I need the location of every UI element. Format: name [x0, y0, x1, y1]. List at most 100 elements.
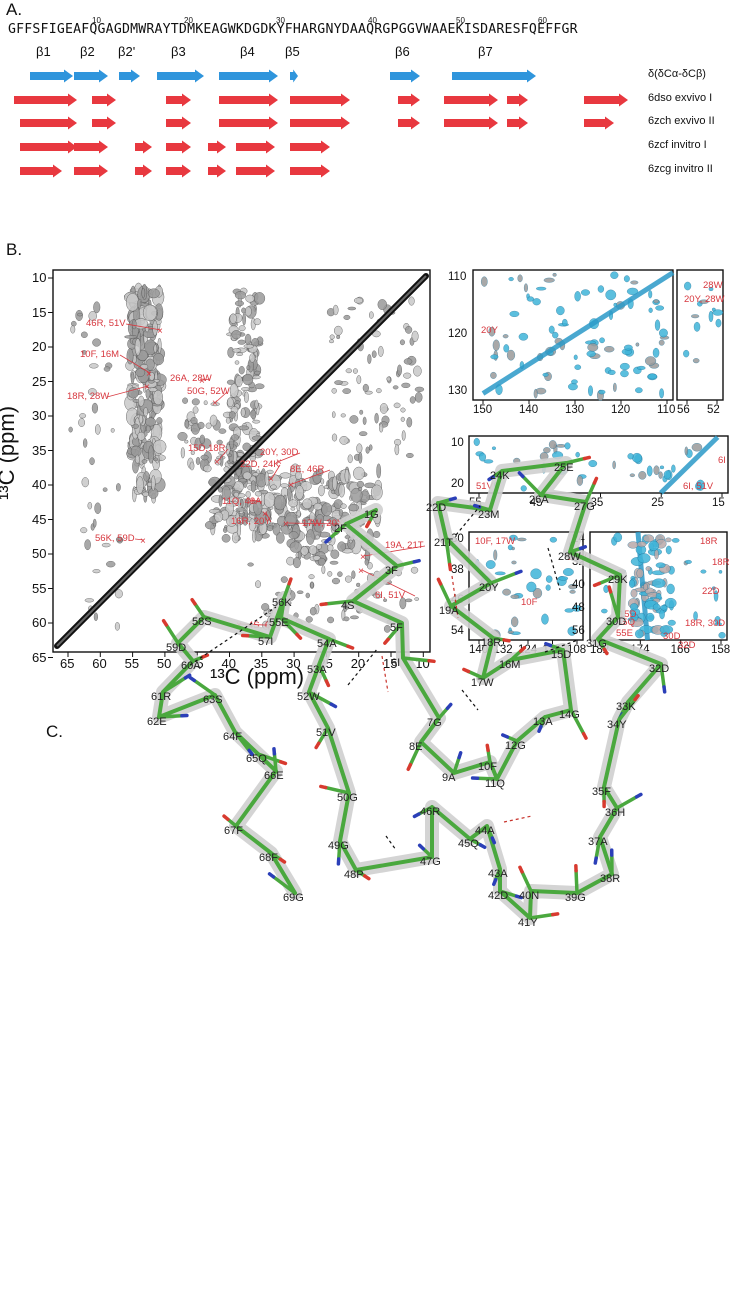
residue-label: 69G	[283, 892, 304, 904]
contour-peak	[103, 366, 111, 372]
contour-peak	[348, 539, 353, 544]
inset-y-tick-label: 10	[451, 437, 464, 449]
contour-peak	[229, 383, 239, 398]
contour-peak	[300, 546, 309, 556]
contour-peak	[331, 433, 338, 442]
inset-peak	[636, 568, 644, 579]
peak-cross: ×	[140, 536, 146, 547]
contour-peak	[79, 413, 87, 419]
side-chain	[324, 599, 355, 606]
contour-peak	[338, 483, 345, 498]
contour-peak	[78, 418, 86, 427]
side-chain-tip	[593, 856, 598, 865]
contour-peak	[315, 514, 325, 525]
strand-arrow	[219, 69, 278, 83]
contour-peak	[403, 372, 412, 379]
contour-peak	[313, 502, 323, 511]
side-chain-tip	[329, 702, 338, 709]
inset-peak	[645, 566, 652, 572]
peak-label: 45Q	[617, 617, 635, 628]
residue-label: 21T	[434, 537, 453, 549]
contour-peak	[334, 380, 343, 385]
contour-peak	[411, 330, 419, 343]
strand-arrow	[219, 93, 278, 107]
contour-peak	[310, 581, 314, 589]
inset-peak	[637, 541, 647, 548]
side-chain-tip	[427, 659, 436, 664]
contour-peak	[260, 492, 266, 507]
contour-peak	[358, 486, 363, 492]
peak-label: 6I	[718, 455, 726, 466]
residue-label: 12G	[505, 740, 526, 752]
inset-peak	[552, 272, 557, 277]
peak-label: 10F, 16M	[80, 349, 120, 360]
side-chain	[617, 697, 637, 722]
inset-peak	[644, 356, 657, 366]
contour-peak	[253, 499, 263, 516]
side-chain	[386, 621, 404, 642]
inset-peak	[693, 611, 698, 621]
contour-peak	[414, 392, 423, 403]
side-chain-tip	[582, 455, 592, 461]
inset-peak	[572, 605, 582, 612]
contour-peak	[399, 339, 405, 346]
contour-peak	[410, 566, 419, 574]
inset-peak	[562, 318, 568, 327]
strand-arrow	[236, 140, 275, 154]
contour-peak	[76, 312, 83, 317]
side-chain-tip	[412, 558, 421, 564]
contour-peak	[403, 358, 413, 365]
inset-peak	[480, 276, 488, 287]
side-chain-tip	[490, 836, 497, 845]
contour-peak	[156, 417, 163, 425]
contour-peak	[333, 325, 343, 336]
residue-label: 20Y	[479, 582, 499, 594]
contour-peak	[305, 592, 310, 599]
side-chain-tip	[592, 581, 601, 588]
contour-peak	[358, 431, 368, 437]
peak-label: 30D	[663, 631, 681, 642]
contour-peak	[250, 480, 256, 493]
inset-peak	[718, 631, 726, 639]
contour-peak	[138, 414, 144, 424]
residue-label: 6I	[391, 657, 401, 669]
inset-peak	[545, 575, 553, 583]
contour-peak	[295, 485, 304, 500]
contour-peak	[353, 466, 365, 481]
contour-peak	[264, 470, 269, 487]
side-chain-tip	[518, 865, 524, 874]
strand-arrow	[290, 116, 350, 130]
y-tick-label: 35	[32, 442, 47, 458]
contour-peak	[405, 325, 413, 334]
contour-peak	[308, 574, 315, 580]
strand-arrow	[452, 69, 536, 83]
contour-peak	[233, 491, 240, 498]
contour-peak	[328, 517, 338, 526]
peak-label: 20Y, 30D	[260, 447, 299, 458]
contour-peak	[364, 558, 369, 566]
inset-peak	[667, 619, 676, 626]
inset-x-tick-label: 158	[711, 644, 731, 656]
residue-number: 60	[538, 16, 547, 25]
contour-peak	[367, 353, 372, 364]
protein-sequence: GFFSFIGEAFQGAGDMWRAYTDMKEAGWKDGDKYFHARGN…	[8, 22, 578, 37]
strand-arrow	[166, 93, 191, 107]
inset-peak	[493, 549, 498, 561]
side-chain	[245, 634, 272, 639]
contour-peak	[151, 475, 156, 492]
contour-peak	[336, 334, 341, 340]
strand-label: β7	[478, 44, 493, 59]
contour-peak	[252, 419, 261, 424]
contour-peak	[401, 382, 411, 389]
contour-peak	[87, 388, 97, 396]
contour-peak	[308, 545, 318, 555]
residue-label: 31G	[586, 638, 607, 650]
strand-arrow	[398, 116, 420, 130]
inset-peak	[664, 597, 677, 609]
side-chain-tip	[417, 843, 426, 851]
inset-peak	[713, 590, 719, 602]
contour-peak	[231, 330, 242, 340]
peak-cross: ×	[146, 369, 152, 380]
peak-leader	[125, 323, 162, 331]
contour-peak	[114, 622, 120, 631]
